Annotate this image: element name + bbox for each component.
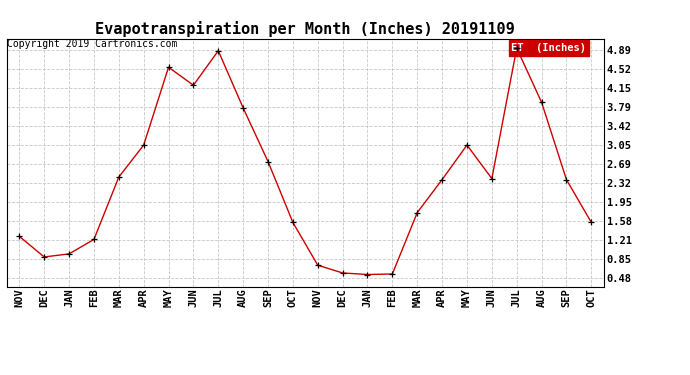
Point (586, 219, 597, 225)
Point (536, 99, 547, 105)
Point (313, 262, 324, 268)
Text: ET  (Inches): ET (Inches) (511, 43, 586, 53)
Point (237, 105, 248, 111)
Point (213, 48, 224, 54)
Title: Evapotranspiration per Month (Inches) 20191109: Evapotranspiration per Month (Inches) 20… (95, 21, 515, 37)
Text: Copyright 2019 Cartronics.com: Copyright 2019 Cartronics.com (7, 39, 177, 50)
Point (437, 177, 448, 183)
Point (337, 270, 348, 276)
Point (412, 210, 423, 216)
Point (262, 159, 273, 165)
Point (188, 82, 199, 88)
Point (486, 176, 497, 181)
Point (138, 142, 149, 148)
Point (88, 237, 99, 243)
Point (387, 271, 398, 277)
Point (561, 177, 572, 183)
Point (39, 254, 50, 260)
Point (462, 142, 473, 148)
Point (511, 45, 522, 51)
Point (163, 64, 174, 70)
Point (113, 174, 124, 180)
Point (14, 233, 25, 239)
Point (63, 251, 75, 257)
Point (362, 272, 373, 278)
Point (287, 219, 298, 225)
